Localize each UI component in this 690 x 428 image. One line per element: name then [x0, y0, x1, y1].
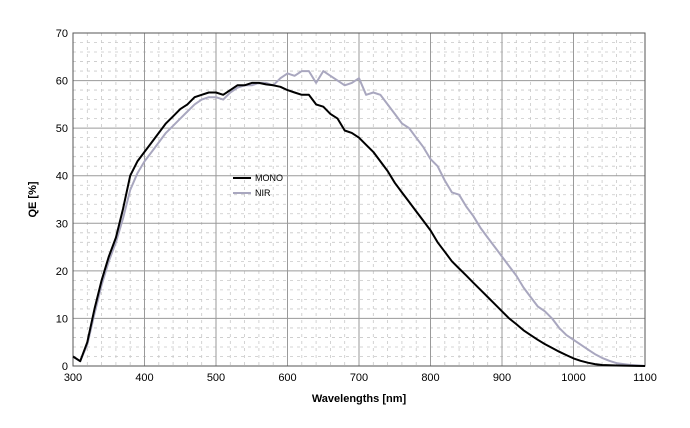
y-tick-label: 40: [56, 171, 68, 183]
y-tick-label: 60: [56, 76, 68, 88]
x-tick-label: 400: [135, 372, 153, 384]
y-tick-label: 50: [56, 123, 68, 135]
y-tick-label: 70: [56, 28, 68, 40]
legend-label-mono: MONO: [255, 173, 283, 183]
series-layer: [72, 70, 646, 367]
legend: MONO NIR: [233, 173, 283, 198]
x-tick-label: 800: [421, 372, 439, 384]
series-line-mono: [72, 81, 646, 367]
x-tick-label: 700: [350, 372, 368, 384]
x-tick-label: 1000: [561, 372, 585, 384]
y-tick-label: 0: [62, 361, 68, 373]
plot-frame: [72, 32, 646, 367]
y-tick-labels: 0 10 20 30 40 50 60 70: [56, 28, 68, 373]
y-axis-title: QE [%]: [27, 181, 39, 217]
x-tick-label: 300: [64, 372, 82, 384]
legend-label-nir: NIR: [255, 188, 271, 198]
y-tick-label: 20: [56, 266, 68, 278]
series-line-nir: [72, 70, 646, 367]
x-axis-title: Wavelengths [nm]: [312, 393, 407, 405]
minor-grid: [73, 33, 645, 366]
x-tick-label: 1100: [633, 372, 657, 384]
x-tick-label: 600: [278, 372, 296, 384]
x-tick-labels: 300 400 500 600 700 800 900 1000 1100: [64, 372, 657, 384]
y-tick-label: 30: [56, 218, 68, 230]
x-tick-label: 500: [207, 372, 225, 384]
y-tick-label: 10: [56, 313, 68, 325]
x-tick-label: 900: [493, 372, 511, 384]
